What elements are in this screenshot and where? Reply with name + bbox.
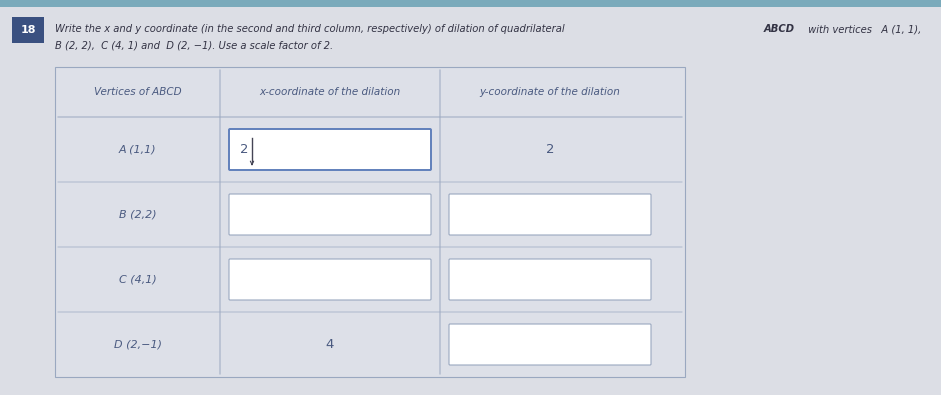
Text: A (1,1): A (1,1) [119,145,156,154]
Text: 2: 2 [546,143,554,156]
Text: Vertices of ABCD: Vertices of ABCD [94,87,182,97]
Text: B (2, 2),  C (4, 1) and  D (2, −1). Use a scale factor of 2.: B (2, 2), C (4, 1) and D (2, −1). Use a … [55,40,333,50]
FancyBboxPatch shape [229,259,431,300]
Text: D (2,−1): D (2,−1) [114,339,162,350]
Text: 2: 2 [240,143,248,156]
FancyBboxPatch shape [449,324,651,365]
FancyBboxPatch shape [449,259,651,300]
FancyBboxPatch shape [229,129,431,170]
Text: Write the x and y coordinate (in the second and third column, respectively) of d: Write the x and y coordinate (in the sec… [55,24,567,34]
Text: 4: 4 [326,338,334,351]
Bar [12,17,44,43]
Bar [55,67,685,377]
Text: with vertices   A (1, 1),: with vertices A (1, 1), [805,24,921,34]
Text: 18: 18 [21,25,36,35]
Bar [0,0,941,7]
FancyBboxPatch shape [449,194,651,235]
Text: y-coordinate of the dilation: y-coordinate of the dilation [480,87,620,97]
Text: C (4,1): C (4,1) [119,275,156,284]
FancyBboxPatch shape [229,194,431,235]
Text: ABCD: ABCD [764,24,795,34]
Text: B (2,2): B (2,2) [119,209,156,220]
Text: x-coordinate of the dilation: x-coordinate of the dilation [260,87,401,97]
